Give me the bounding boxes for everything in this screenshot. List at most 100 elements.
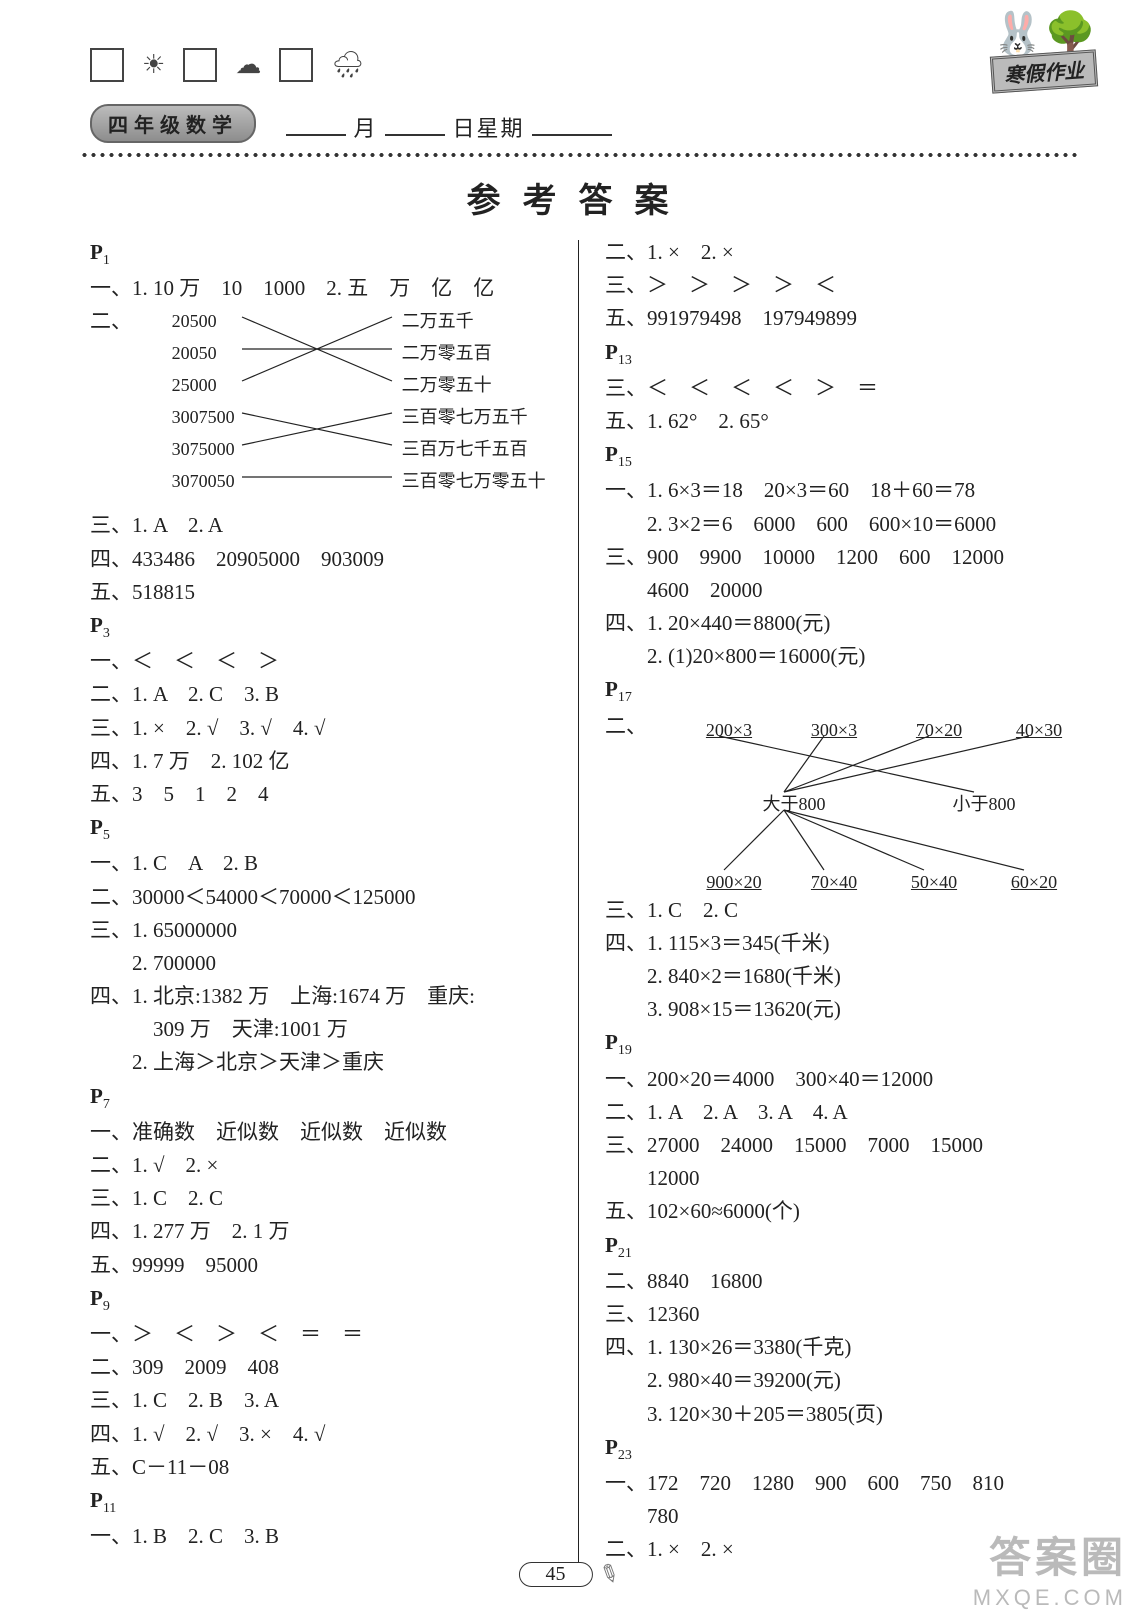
p17-l5: 2. 840×2＝1680(千米) xyxy=(605,960,1067,993)
p19-l1: 一、200×20＝4000 300×40＝12000 xyxy=(605,1063,1067,1096)
month-label: 月 xyxy=(354,116,378,141)
p19-head: P xyxy=(605,1030,618,1054)
p17-l3: 三、1. C 2. C xyxy=(605,894,1067,927)
p15-head: P xyxy=(605,442,618,466)
right-column: 二、1. × 2. × 三、＞ ＞ ＞ ＞ ＜ 五、991979498 1979… xyxy=(605,236,1067,1567)
p17-head: P xyxy=(605,677,618,701)
dots-divider xyxy=(80,151,1077,159)
p19-l2: 二、1. A 2. A 3. A 4. A xyxy=(605,1096,1067,1129)
p3-l1: 一、＜ ＜ ＜ ＞ xyxy=(90,645,552,678)
p19-l5: 五、102×60≈6000(个) xyxy=(605,1195,1067,1228)
p17-prefix: 二、 xyxy=(605,710,647,894)
r0-l1: 二、1. × 2. × xyxy=(605,236,1067,269)
p3-l4: 四、1. 7 万 2. 102 亿 xyxy=(90,745,552,778)
p21-l5: 3. 120×30＋205＝3805(页) xyxy=(605,1398,1067,1431)
cross-matching-2: 200×3300×370×2040×30大于800小于800900×2070×4… xyxy=(674,712,1067,892)
p3-l5: 五、3 5 1 2 4 xyxy=(90,778,552,811)
day-blank xyxy=(385,118,445,136)
p21-sub: 21 xyxy=(618,1246,632,1261)
footer-pagenum: 45 ✎ xyxy=(518,1560,618,1589)
header-badge-row: 四年级数学 月 日星期 xyxy=(90,104,1067,143)
p9-head: P xyxy=(90,1286,103,1310)
p21-l4: 2. 980×40＝39200(元) xyxy=(605,1364,1067,1397)
content-columns: P1 一、1. 10 万 10 1000 2. 五 万 亿 亿 二、 20500… xyxy=(90,236,1067,1567)
grade-badge: 四年级数学 xyxy=(90,104,256,143)
header-weather-row: ☀ ☁ 🌧 🐰🌳 寒假作业 xyxy=(90,30,1067,100)
p19-sub: 19 xyxy=(618,1044,632,1059)
p15-sub: 15 xyxy=(618,455,632,470)
watermark-line1: 答案圈 xyxy=(973,1524,1127,1585)
p13-l2: 五、1. 62° 2. 65° xyxy=(605,405,1067,438)
p7-l2: 二、1. √ 2. × xyxy=(90,1149,552,1182)
p13-sub: 13 xyxy=(618,353,632,368)
p11-head: P xyxy=(90,1488,103,1512)
p7-l5: 五、99999 95000 xyxy=(90,1249,552,1282)
p9-l1: 一、＞ ＜ ＞ ＜ ＝ ＝ xyxy=(90,1318,552,1351)
p21-l3: 四、1. 130×26＝3380(千克) xyxy=(605,1331,1067,1364)
p7-l4: 四、1. 277 万 2. 1 万 xyxy=(90,1215,552,1248)
p1-line1: 一、1. 10 万 10 1000 2. 五 万 亿 亿 xyxy=(90,272,552,305)
p17-sub: 17 xyxy=(618,691,632,706)
p5-head: P xyxy=(90,815,103,839)
p1-line2-prefix: 二、 xyxy=(90,305,132,509)
watermark: 答案圈 MXQE.COM xyxy=(973,1524,1127,1611)
p9-l5: 五、C－11－08 xyxy=(90,1451,552,1484)
p13-l1: 三、＜ ＜ ＜ ＜ ＞ ＝ xyxy=(605,372,1067,405)
p5-sub: 5 xyxy=(103,828,110,843)
p1-line4: 四、433486 20905000 903009 xyxy=(90,543,552,576)
p3-l2: 二、1. A 2. C 3. B xyxy=(90,678,552,711)
p21-l1: 二、8840 16800 xyxy=(605,1265,1067,1298)
p5-l1: 一、1. C A 2. B xyxy=(90,847,552,880)
p23-sub: 23 xyxy=(618,1448,632,1463)
p3-head: P xyxy=(90,613,103,637)
p19-l3: 三、27000 24000 15000 7000 15000 xyxy=(605,1129,1067,1162)
watermark-line2: MXQE.COM xyxy=(973,1585,1127,1611)
p1-head: P xyxy=(90,240,103,264)
column-divider xyxy=(578,240,579,1563)
p9-l4: 四、1. √ 2. √ 3. × 4. √ xyxy=(90,1418,552,1451)
p3-sub: 3 xyxy=(103,626,110,641)
cross-matching-1: 205002005025000300750030750003070050二万五千… xyxy=(172,307,552,507)
p11-l1: 一、1. B 2. C 3. B xyxy=(90,1520,552,1553)
date-line: 月 日星期 xyxy=(286,111,612,143)
rain-icon: 🌧 xyxy=(331,50,364,80)
left-column: P1 一、1. 10 万 10 1000 2. 五 万 亿 亿 二、 20500… xyxy=(90,236,552,1567)
p5-l4: 2. 700000 xyxy=(90,947,552,980)
p5-l3: 三、1. 65000000 xyxy=(90,914,552,947)
p9-l3: 三、1. C 2. B 3. A xyxy=(90,1384,552,1417)
p5-l6: 309 万 天津:1001 万 xyxy=(90,1013,552,1046)
p9-l2: 二、309 2009 408 xyxy=(90,1351,552,1384)
p15-l4: 4600 20000 xyxy=(605,574,1067,607)
page: ☀ ☁ 🌧 🐰🌳 寒假作业 四年级数学 月 日星期 参考答案 P1 一、1. 1… xyxy=(0,0,1137,1617)
p21-l2: 三、12360 xyxy=(605,1298,1067,1331)
p5-l5: 四、1. 北京:1382 万 上海:1674 万 重庆: xyxy=(90,980,552,1013)
weather-checkbox-2 xyxy=(183,48,217,82)
p17-l4: 四、1. 115×3＝345(千米) xyxy=(605,927,1067,960)
p11-sub: 11 xyxy=(103,1501,116,1516)
p1-line5: 五、518815 xyxy=(90,576,552,609)
p15-l3: 三、900 9900 10000 1200 600 12000 xyxy=(605,541,1067,574)
p23-l1: 一、172 720 1280 900 600 750 810 xyxy=(605,1467,1067,1500)
p7-sub: 7 xyxy=(103,1097,110,1112)
p9-sub: 9 xyxy=(103,1299,110,1314)
r0-l2: 三、＞ ＞ ＞ ＞ ＜ xyxy=(605,269,1067,302)
r0-l3: 五、991979498 197949899 xyxy=(605,302,1067,335)
page-number: 45 xyxy=(518,1562,592,1587)
p13-head: P xyxy=(605,340,618,364)
header-illustration: 🐰🌳 寒假作业 xyxy=(991,10,1097,90)
cloud-icon: ☁ xyxy=(235,50,261,80)
p7-l1: 一、准确数 近似数 近似数 近似数 xyxy=(90,1116,552,1149)
p19-l4: 12000 xyxy=(605,1162,1067,1195)
p15-l2: 2. 3×2＝6 6000 600 600×10＝6000 xyxy=(605,508,1067,541)
weather-checkbox-1 xyxy=(90,48,124,82)
day-label: 日星期 xyxy=(453,116,525,141)
p15-l6: 2. (1)20×800＝16000(元) xyxy=(605,640,1067,673)
p23-head: P xyxy=(605,1435,618,1459)
p17-l6: 3. 908×15＝13620(元) xyxy=(605,993,1067,1026)
page-title: 参考答案 xyxy=(90,173,1067,222)
p7-l3: 三、1. C 2. C xyxy=(90,1182,552,1215)
p15-l5: 四、1. 20×440＝8800(元) xyxy=(605,607,1067,640)
p1-line3: 三、1. A 2. A xyxy=(90,509,552,542)
p5-l2: 二、30000＜54000＜70000＜125000 xyxy=(90,881,552,914)
homework-badge: 寒假作业 xyxy=(990,49,1098,93)
